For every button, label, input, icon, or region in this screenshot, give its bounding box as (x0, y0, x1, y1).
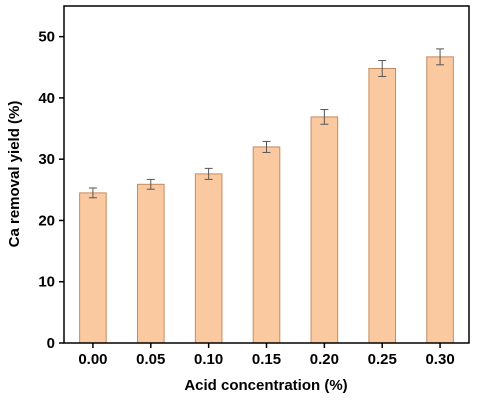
x-tick-label-4: 0.20 (310, 351, 339, 368)
y-axis-ticks: 0 10 20 30 40 50 (38, 29, 64, 352)
y-tick-label-1: 10 (38, 274, 55, 291)
bar-5 (368, 67, 397, 344)
bar-2 (194, 173, 223, 344)
x-axis-title: Acid concentration (%) (184, 377, 347, 394)
bar-1 (136, 183, 165, 344)
bars-group (79, 56, 454, 344)
x-tick-label-1: 0.05 (136, 351, 165, 368)
x-tick-label-0: 0.00 (78, 351, 107, 368)
x-tick-label-3: 0.15 (252, 351, 281, 368)
x-tick-label-5: 0.25 (368, 351, 397, 368)
y-tick-label-5: 50 (38, 29, 55, 46)
x-axis-ticks: 0.00 0.05 0.10 0.15 0.20 0.25 0.30 (78, 343, 455, 368)
y-tick-label-2: 20 (38, 212, 55, 229)
bar-4 (310, 116, 339, 344)
y-tick-label-0: 0 (47, 335, 55, 352)
bar-6 (426, 56, 454, 344)
bar-0 (79, 192, 107, 344)
x-tick-label-2: 0.10 (194, 351, 223, 368)
y-tick-label-3: 30 (38, 151, 55, 168)
y-tick-label-4: 40 (38, 90, 55, 107)
bar-3 (252, 146, 281, 344)
y-axis-title: Ca removal yield (%) (6, 101, 23, 248)
x-tick-label-6: 0.30 (425, 351, 454, 368)
error-bars-group (88, 48, 445, 199)
